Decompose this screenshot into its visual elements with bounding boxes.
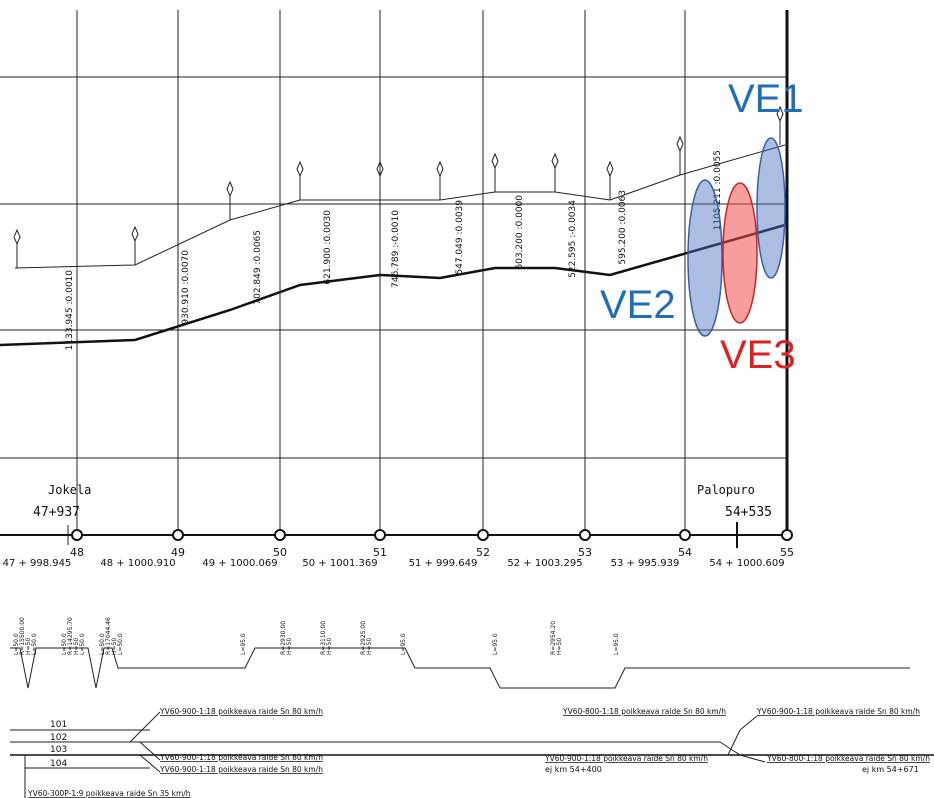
curve-label: L=95.0 xyxy=(492,633,499,655)
switch-label: YV60-900-1:18 poikkeava raide Sn 80 km/h xyxy=(756,707,920,716)
km-circle xyxy=(782,530,792,540)
km-circle xyxy=(275,530,285,540)
chainage: 53 + 995.939 xyxy=(611,558,680,569)
grade-label: 522.595 :-0.0034 xyxy=(568,200,578,278)
frame xyxy=(0,10,934,798)
chainage: 48 + 1000.910 xyxy=(100,558,175,569)
level-marker xyxy=(552,154,558,172)
level-marker xyxy=(677,137,683,155)
switch-label: YV60-900-1:18 poikkeava raide Sn 80 km/h xyxy=(159,765,323,774)
level-marker xyxy=(14,230,20,248)
switch-label: YV60-800-1:18 poikkeava raide Sn 80 km/h xyxy=(562,707,726,716)
ve-label: VE3 xyxy=(720,333,796,377)
km-number: 52 xyxy=(476,546,490,559)
track-number: 104 xyxy=(50,759,67,769)
grade-label: 621.900 :0.0030 xyxy=(323,210,333,285)
km-circle xyxy=(680,530,690,540)
km-number: 54 xyxy=(678,546,692,559)
km-circle xyxy=(478,530,488,540)
grade-label: 547.049 :0.0039 xyxy=(455,200,465,275)
curve-label: L=50.0 xyxy=(79,633,86,655)
switch-note: ej km 54+400 xyxy=(545,765,602,774)
km-circle xyxy=(580,530,590,540)
ve1-ellipse xyxy=(757,138,785,278)
station-name: Palopuro xyxy=(697,483,755,497)
ve-label: VE1 xyxy=(728,77,804,121)
track-number: 103 xyxy=(50,745,67,755)
track-number: 102 xyxy=(50,733,67,743)
chainage: 47 + 998.945 xyxy=(3,558,72,569)
chainage: 50 + 1001.369 xyxy=(302,558,377,569)
km-circle xyxy=(173,530,183,540)
chainage: 51 + 999.649 xyxy=(409,558,478,569)
curve-label: L=95.0 xyxy=(613,633,620,655)
chainage: 52 + 1003.295 xyxy=(507,558,582,569)
grade-label: 603.200 :0.0000 xyxy=(515,195,525,270)
curve-label: H=50 xyxy=(556,638,563,655)
level-marker xyxy=(132,227,138,245)
level-marker xyxy=(227,182,233,200)
switch-label: YV60-300P-1:9 poikkeava raide Sn 35 km/h xyxy=(27,789,191,798)
level-marker xyxy=(607,162,613,180)
switch-label: YV60-900-1:18 poikkeava raide Sn 80 km/h xyxy=(544,754,708,763)
level-marker xyxy=(297,162,303,180)
station-km: 47+937 xyxy=(33,505,80,520)
ve-label: VE2 xyxy=(600,283,676,327)
switch-label: YV60-800-1:18 poikkeava raide Sn 80 km/h xyxy=(766,754,930,763)
ve2-ellipse xyxy=(688,180,722,336)
grade-label: 930.910 :0.0070 xyxy=(181,250,191,325)
level-marker xyxy=(437,162,443,180)
km-number: 48 xyxy=(70,546,84,559)
grade-label: 1133.945 :0.0010 xyxy=(65,270,75,351)
curve-label: L=95.0 xyxy=(240,633,247,655)
station-name: Jokela xyxy=(48,483,91,497)
drawing: 1133.945 :0.0010 930.910 :0.0070 702.849 :… xyxy=(0,0,934,798)
grade-label: 746.789 :-0.0010 xyxy=(391,210,401,288)
switch-note: ej km 54+671 xyxy=(862,765,919,774)
track-number: 101 xyxy=(50,720,67,730)
station-km: 54+535 xyxy=(725,505,772,520)
curve-label: L=95.0 xyxy=(400,633,407,655)
curve-label: H=50 xyxy=(326,638,333,655)
chainage: 49 + 1000.069 xyxy=(202,558,277,569)
switch-label: YV60-900-1:18 poikkeava raide Sn 80 km/h xyxy=(159,753,323,762)
km-circle xyxy=(375,530,385,540)
level-marker xyxy=(492,154,498,172)
grade-label: 702.849 :0.0065 xyxy=(253,230,263,305)
ve3-ellipse xyxy=(723,183,757,323)
switch-label: YV60-900-1:18 poikkeava raide Sn 80 km/h xyxy=(159,707,323,716)
curve-label: L=50.0 xyxy=(117,633,124,655)
curve-label: L=50.0 xyxy=(31,633,38,655)
curve-label: H=50 xyxy=(366,638,373,655)
grade-label: 595.200 :0.0063 xyxy=(618,190,628,265)
chainage: 54 + 1000.609 xyxy=(709,558,784,569)
km-circle xyxy=(72,530,82,540)
curve-label: H=50 xyxy=(286,638,293,655)
